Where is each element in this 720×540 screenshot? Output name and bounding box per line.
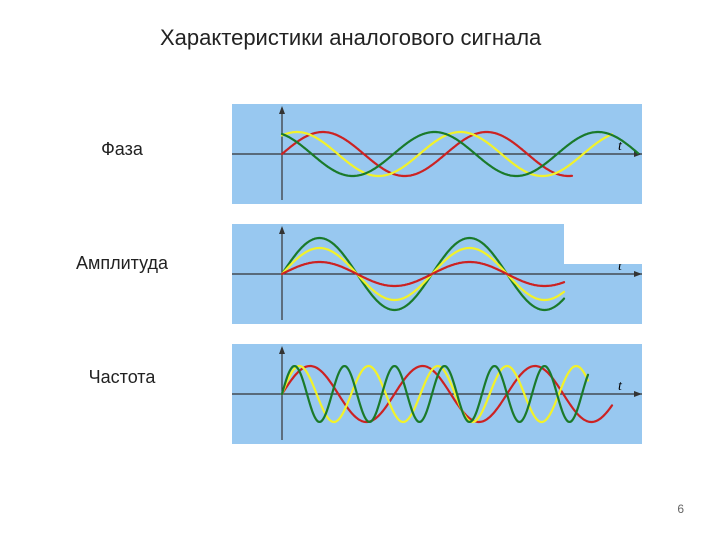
- label-phase: Фаза: [62, 138, 182, 161]
- panel-phase: t: [232, 104, 642, 204]
- panel-frequency: t: [232, 344, 642, 444]
- signal-panels: t t t: [232, 104, 642, 444]
- page-title: Характеристики аналогового сигнала: [160, 24, 580, 52]
- white-cover-1: [564, 224, 642, 264]
- label-frequency: Частота: [62, 366, 182, 389]
- page-number: 6: [677, 502, 684, 516]
- label-amplitude: Амплитуда: [62, 252, 182, 275]
